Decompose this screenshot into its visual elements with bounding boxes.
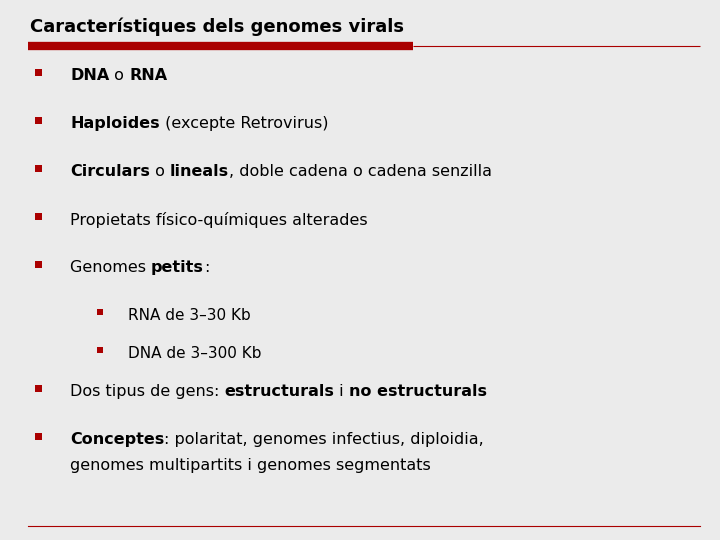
Text: DNA de 3–300 Kb: DNA de 3–300 Kb (128, 346, 261, 361)
Text: Haploides: Haploides (70, 116, 160, 131)
Text: lineals: lineals (170, 164, 229, 179)
Text: Dos tipus de gens:: Dos tipus de gens: (70, 384, 225, 399)
Text: o: o (150, 164, 170, 179)
Text: petits: petits (151, 260, 204, 275)
Bar (35, 261, 42, 268)
Text: i: i (334, 384, 349, 399)
Text: no estructurals: no estructurals (349, 384, 487, 399)
Bar (97, 347, 103, 353)
Text: Circulars: Circulars (70, 164, 150, 179)
Text: DNA: DNA (70, 68, 109, 83)
Bar (97, 309, 103, 315)
Text: :: : (204, 260, 210, 275)
Text: o: o (109, 68, 130, 83)
Text: : polaritat, genomes infectius, diploidia,: : polaritat, genomes infectius, diploidi… (164, 432, 484, 447)
Text: (excepte Retrovirus): (excepte Retrovirus) (160, 116, 328, 131)
Bar (35, 117, 42, 124)
Text: genomes multipartits i genomes segmentats: genomes multipartits i genomes segmentat… (70, 458, 431, 473)
Bar (35, 165, 42, 172)
Bar (35, 385, 42, 392)
Text: RNA: RNA (130, 68, 167, 83)
Text: Característiques dels genomes virals: Característiques dels genomes virals (30, 18, 404, 37)
Bar (35, 433, 42, 440)
Bar (35, 213, 42, 220)
Text: Conceptes: Conceptes (70, 432, 164, 447)
Text: RNA de 3–30 Kb: RNA de 3–30 Kb (128, 308, 251, 323)
Text: estructurals: estructurals (225, 384, 334, 399)
Text: , doble cadena o cadena senzilla: , doble cadena o cadena senzilla (229, 164, 492, 179)
Text: Propietats físico-químiques alterades: Propietats físico-químiques alterades (70, 212, 368, 228)
Text: Genomes: Genomes (70, 260, 151, 275)
Bar (35, 69, 42, 76)
